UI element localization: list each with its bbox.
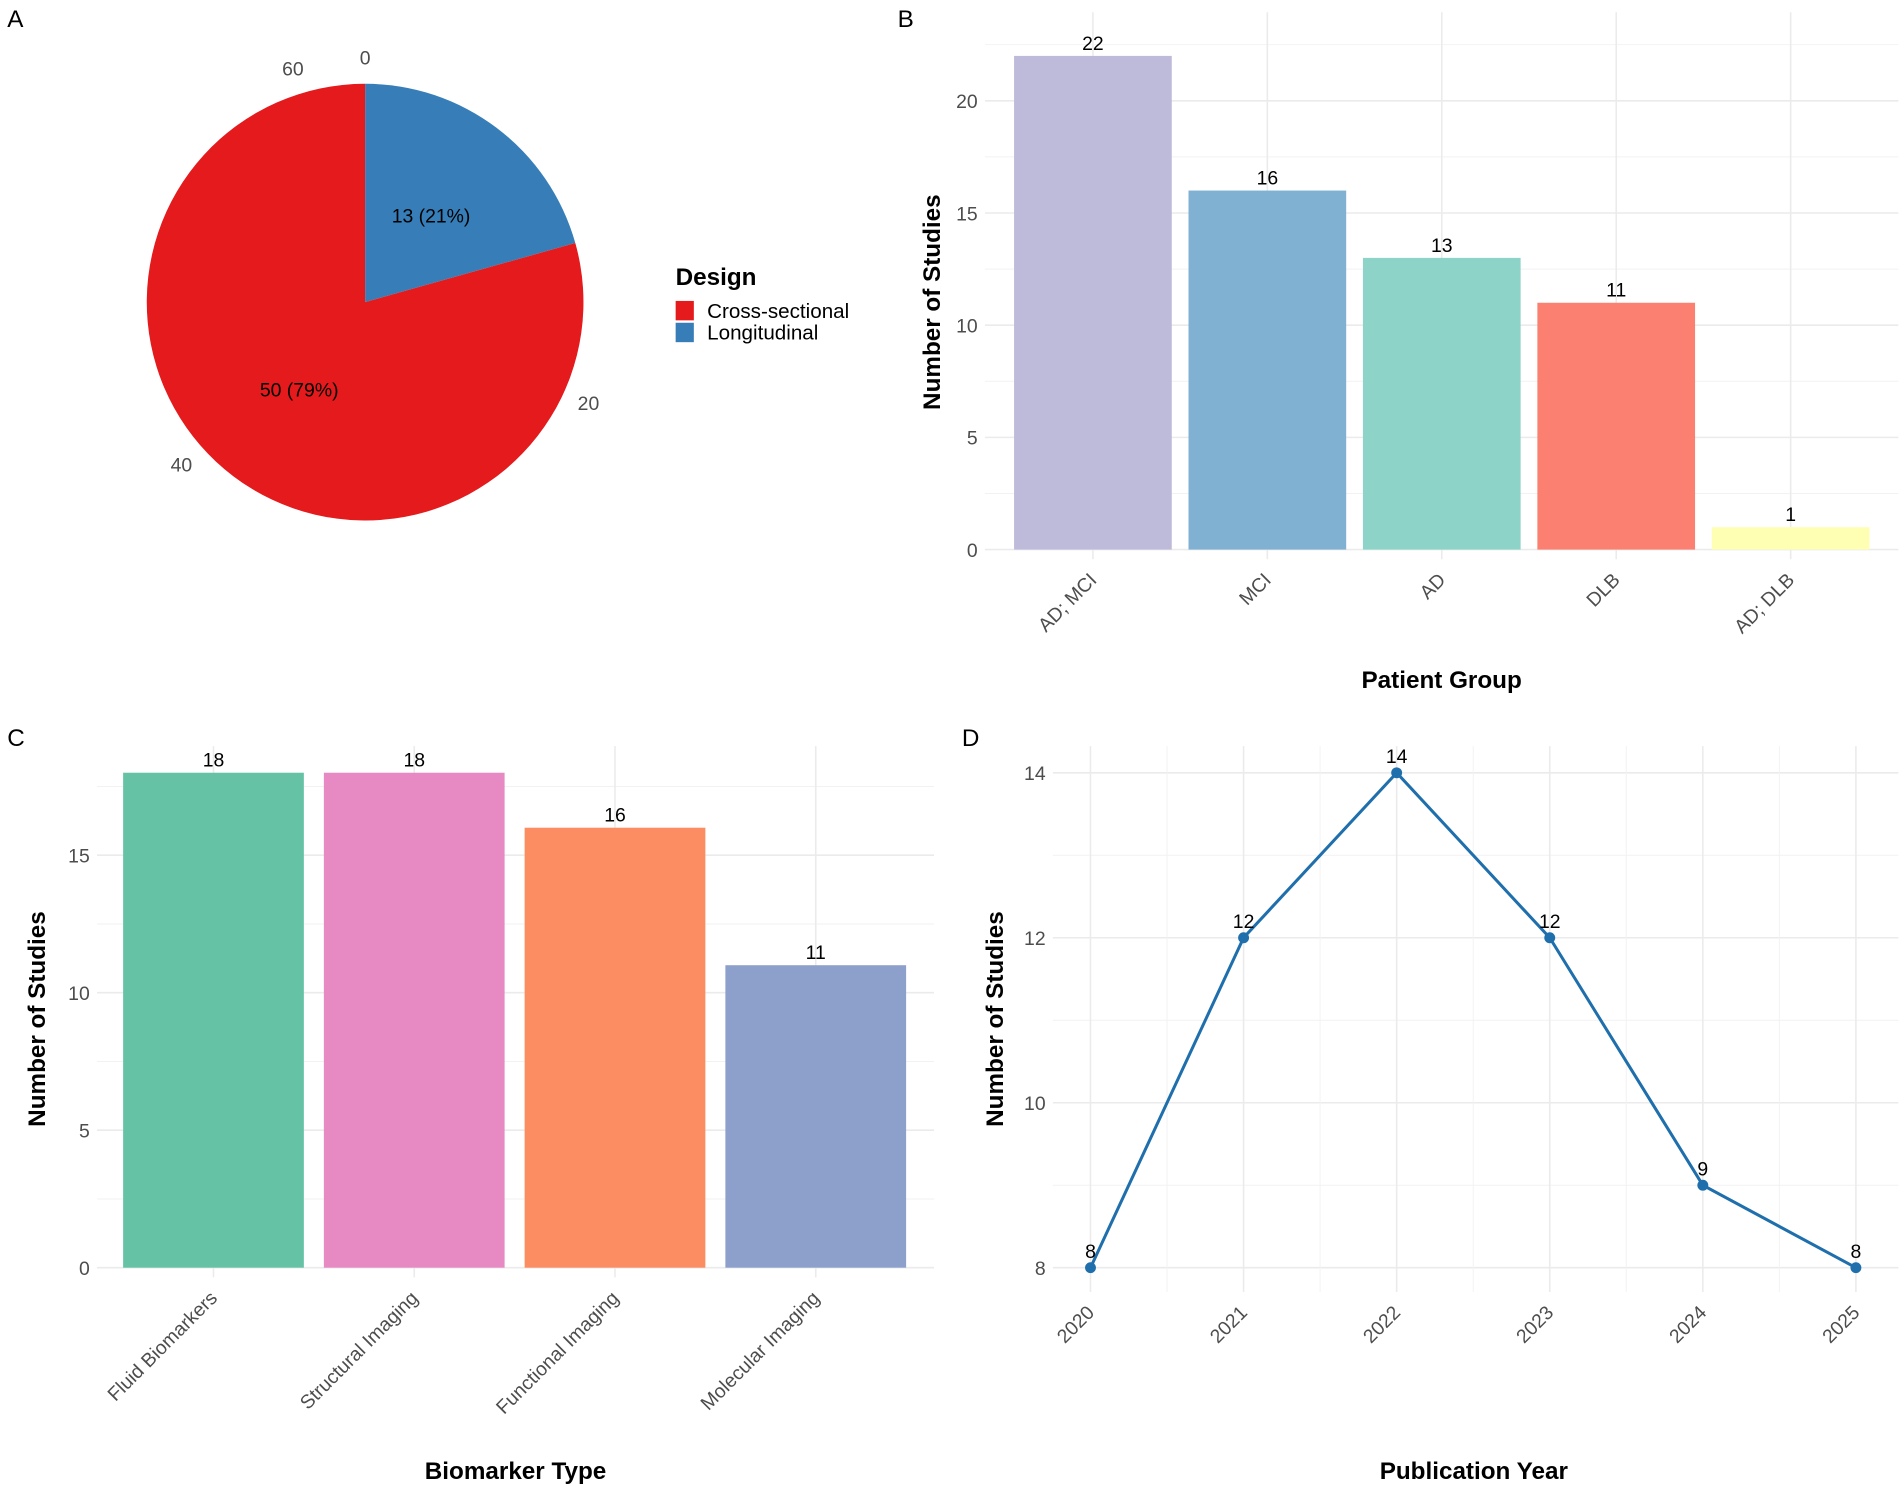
- data-point-2021: [1238, 932, 1250, 944]
- angle-tick-label: 0: [360, 47, 371, 69]
- x-tick-label: Structural Imaging: [296, 1287, 423, 1414]
- y-tick-label: 15: [68, 845, 90, 867]
- bar-value-label: 16: [604, 805, 626, 827]
- x-tick-label: Functional Imaging: [492, 1287, 623, 1418]
- y-tick-label: 12: [1024, 928, 1046, 950]
- y-tick-label: 10: [1024, 1093, 1046, 1115]
- panel-label-a: A: [7, 6, 24, 33]
- legend-swatch: [675, 322, 694, 343]
- x-tick-label: AD; MCI: [1034, 569, 1101, 636]
- bar-ad: [1362, 257, 1521, 550]
- x-tick-label: 2021: [1206, 1302, 1252, 1348]
- x-axis-title: Publication Year: [1380, 1458, 1569, 1485]
- y-axis-title: Number of Studies: [24, 911, 51, 1127]
- x-tick-label: 2023: [1512, 1302, 1558, 1348]
- x-tick-label: Fluid Biomarkers: [103, 1287, 221, 1405]
- bar-value-label: 1: [1785, 504, 1796, 526]
- bar-value-label: 18: [203, 750, 225, 772]
- bar-value-label: 16: [1257, 167, 1279, 189]
- x-axis-title: Patient Group: [1361, 667, 1521, 694]
- angle-tick-label: 20: [578, 393, 600, 415]
- x-tick-label: 2020: [1053, 1302, 1099, 1348]
- y-tick-label: 20: [956, 91, 978, 113]
- x-tick-label: DLB: [1582, 569, 1624, 611]
- bar-value-label: 11: [1606, 280, 1626, 302]
- point-value-label: 12: [1539, 911, 1561, 933]
- angle-tick-label: 60: [282, 58, 304, 80]
- y-tick-label: 8: [1035, 1258, 1046, 1280]
- pie-slice-longitudinal: [365, 83, 576, 303]
- slice-label: 50 (79%): [260, 379, 339, 401]
- bar-ad-mci: [1014, 55, 1172, 550]
- bar-ad-dlb: [1711, 527, 1870, 550]
- panel-label-b: B: [898, 6, 914, 33]
- series-line: [1089, 770, 1857, 1270]
- y-tick-label: 15: [956, 203, 978, 225]
- data-point-2022: [1391, 767, 1403, 779]
- bar-value-label: 18: [403, 750, 425, 772]
- point-value-label: 8: [1085, 1241, 1096, 1263]
- bar-structural-imaging: [323, 772, 505, 1268]
- x-axis-title: Biomarker Type: [425, 1458, 607, 1485]
- y-tick-label: 10: [68, 983, 90, 1005]
- y-tick-label: 5: [79, 1120, 90, 1142]
- y-tick-label: 14: [1024, 763, 1046, 785]
- angle-tick-label: 40: [171, 455, 193, 477]
- legend-label: Longitudinal: [707, 322, 818, 345]
- bar-functional-imaging: [524, 827, 706, 1268]
- slice-label: 13 (21%): [392, 205, 471, 227]
- bar-value-label: 13: [1431, 235, 1453, 257]
- x-tick-label: Molecular Imaging: [697, 1287, 825, 1415]
- y-tick-label: 0: [967, 540, 978, 562]
- point-value-label: 14: [1386, 746, 1408, 768]
- data-point-2020: [1085, 1262, 1096, 1274]
- data-point-2025: [1850, 1262, 1862, 1274]
- x-tick-label: 2025: [1818, 1302, 1864, 1348]
- legend-label: Cross-sectional: [707, 300, 849, 323]
- panel-label-c: C: [7, 725, 25, 752]
- point-value-label: 8: [1851, 1241, 1862, 1263]
- x-tick-label: AD; DLB: [1730, 569, 1799, 638]
- pie-slice-cross-sectional: [146, 83, 584, 521]
- point-value-label: 9: [1697, 1159, 1708, 1181]
- bar-dlb: [1537, 302, 1696, 550]
- x-tick-label: 2022: [1359, 1302, 1405, 1348]
- y-axis-title: Number of Studies: [982, 911, 1009, 1127]
- x-tick-label: MCI: [1235, 569, 1276, 610]
- x-tick-label: AD: [1416, 569, 1451, 604]
- panel-label-d: D: [962, 725, 980, 752]
- y-axis-title: Number of Studies: [919, 194, 946, 410]
- x-tick-label: 2024: [1665, 1302, 1711, 1348]
- bar-value-label: 11: [806, 942, 826, 964]
- bar-mci: [1188, 190, 1347, 550]
- bar-value-label: 22: [1082, 33, 1104, 55]
- legend-title: Design: [676, 264, 757, 291]
- point-value-label: 12: [1233, 911, 1255, 933]
- y-tick-label: 5: [967, 428, 978, 450]
- legend-swatch: [675, 300, 694, 321]
- y-tick-label: 10: [956, 315, 978, 337]
- data-point-2024: [1697, 1179, 1709, 1191]
- data-point-2023: [1544, 932, 1556, 944]
- y-tick-label: 0: [79, 1258, 90, 1280]
- bar-molecular-imaging: [725, 965, 907, 1268]
- bar-fluid-biomarkers: [123, 772, 304, 1268]
